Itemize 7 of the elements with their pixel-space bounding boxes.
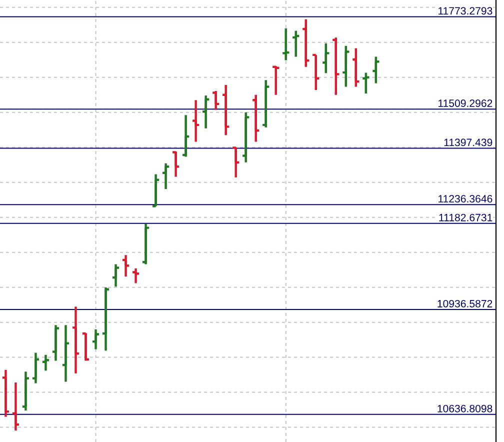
y-tick-label: 11509.2962 (438, 100, 492, 107)
y-tick-label: 10936.5872 (438, 300, 492, 308)
y-tick-label: 10636.8098 (438, 404, 492, 412)
y-tick-label: 11773.2793 (438, 7, 492, 15)
y-tick-label: 11397.439 (444, 138, 492, 146)
y-tick-label: 11182.6731 (439, 214, 492, 222)
y-tick-label: 11236.3646 (438, 195, 492, 203)
